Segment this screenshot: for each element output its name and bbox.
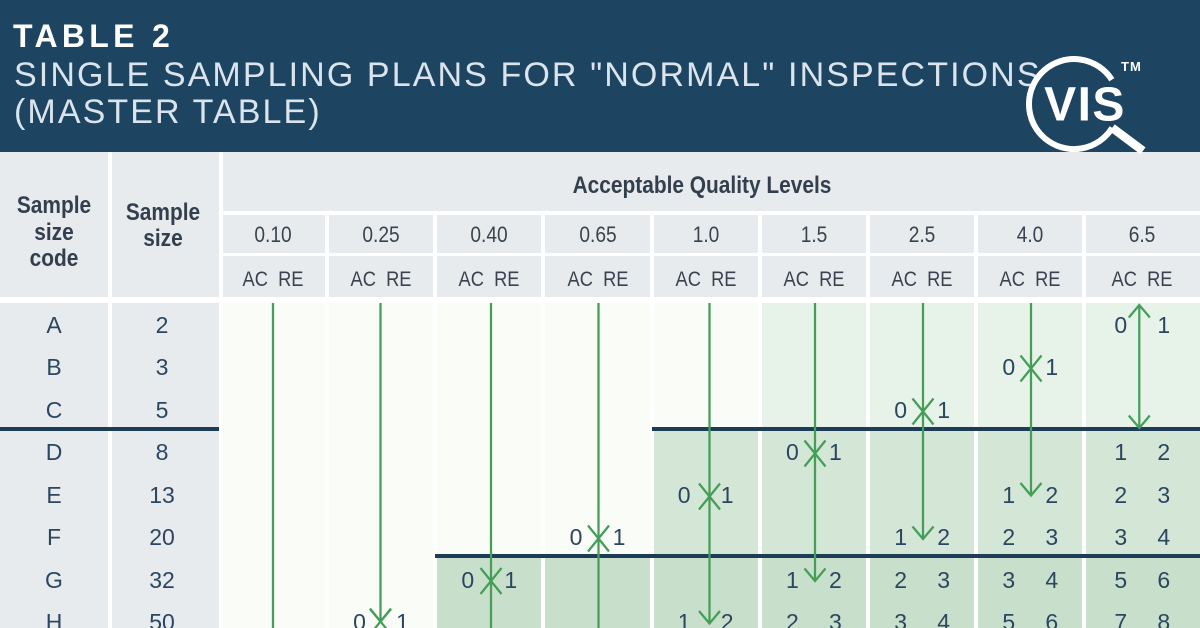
svg-text:VIS: VIS (1044, 79, 1126, 132)
svg-text:TM: TM (1121, 59, 1142, 74)
